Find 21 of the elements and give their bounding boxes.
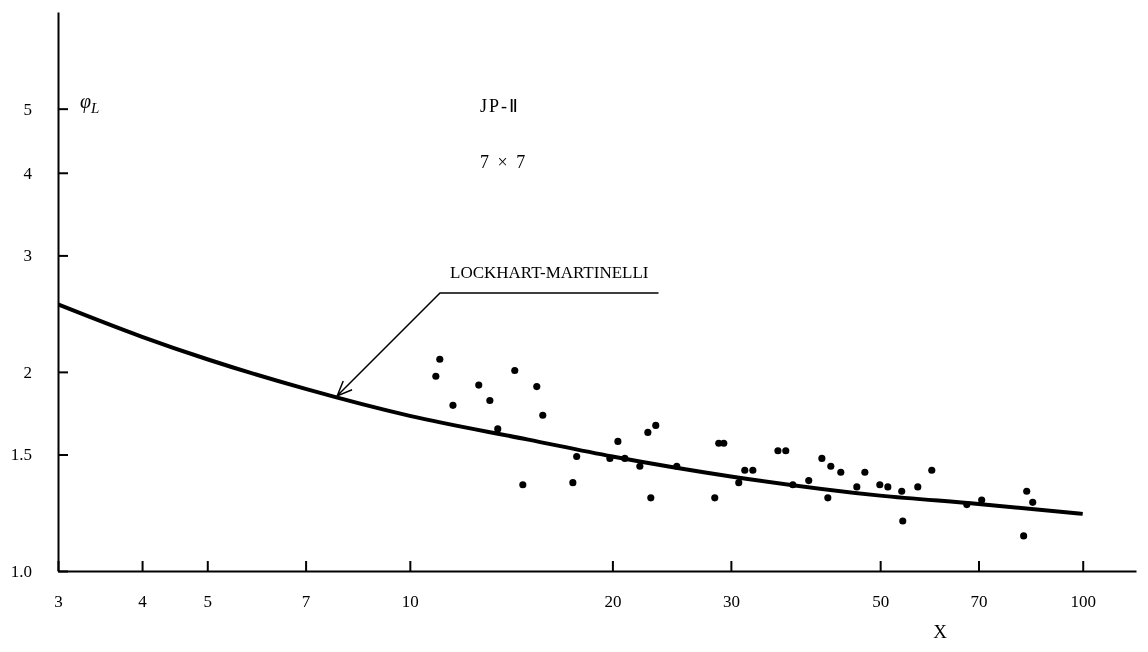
x-tick-label: 30 <box>722 592 740 612</box>
x-tick-label: 20 <box>604 592 622 612</box>
x-tick-label: 5 <box>203 592 213 612</box>
x-axis-title: X <box>933 621 948 642</box>
annotation: LOCKHART-MARTINELLI <box>450 263 649 282</box>
y-tick-label: 5 <box>23 99 32 119</box>
annotation: JP-Ⅱ <box>480 96 521 116</box>
x-tick-label: 4 <box>138 592 148 612</box>
x-tick-label: 100 <box>1070 592 1096 612</box>
x-tick-label: 50 <box>872 592 890 612</box>
x-tick-label: 70 <box>970 592 988 612</box>
y-axis-title: φ$_{L}$ <box>80 90 100 116</box>
y-tick-label: 3 <box>23 246 32 266</box>
annotation: 7 × 7 <box>480 152 528 172</box>
y-tick-label: 4 <box>23 163 33 183</box>
x-tick-label: 3 <box>54 592 63 612</box>
y-tick-label: 1.5 <box>10 445 32 465</box>
x-tick-label: 10 <box>401 592 419 612</box>
y-tick-label: 2 <box>23 362 32 382</box>
y-tick-label: 1.0 <box>10 561 32 581</box>
x-tick-label: 7 <box>301 592 311 612</box>
